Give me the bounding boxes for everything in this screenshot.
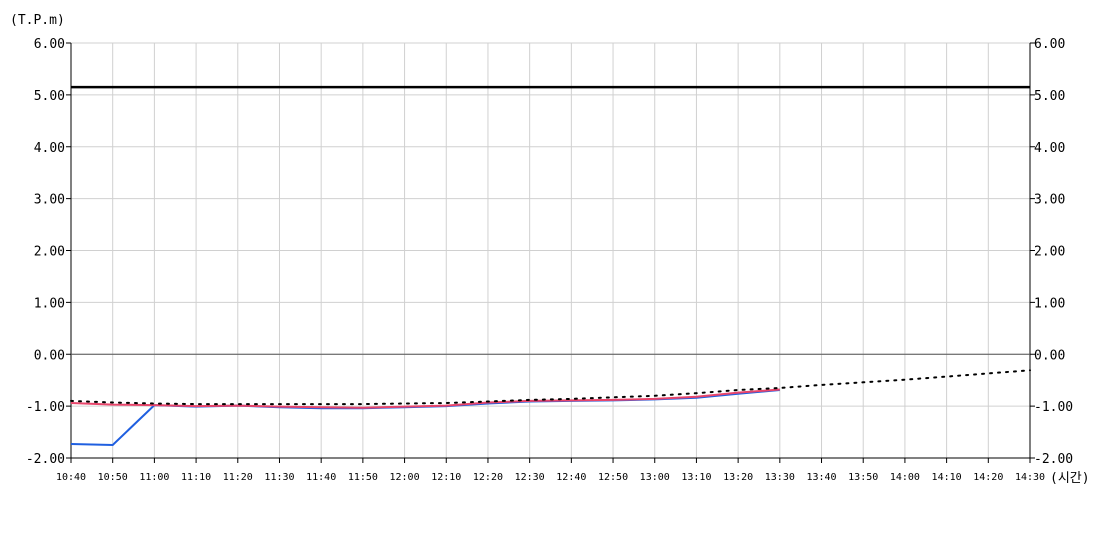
x-tick-label: 12:50 (598, 472, 628, 483)
y-tick-label-left: 0.00 (34, 348, 65, 363)
x-tick-label: 11:30 (264, 472, 294, 483)
x-tick-label: 12:40 (556, 472, 586, 483)
y-tick-label-left: -1.00 (26, 400, 65, 415)
x-tick-label: 13:10 (681, 472, 711, 483)
x-tick-label: 11:50 (348, 472, 378, 483)
grid-layer (70, 42, 1031, 459)
y-tick-label-left: 1.00 (34, 296, 65, 311)
y-tick-label-left: -2.00 (26, 452, 65, 467)
y-tick-label-right: 6.00 (1034, 37, 1065, 52)
y-tick-label-right: 4.00 (1034, 141, 1065, 156)
series-line-2 (70, 369, 1031, 406)
y-tick-label-right: 5.00 (1034, 89, 1065, 104)
y-unit-label: (T.P.m) (10, 13, 65, 28)
x-tick-label: 13:50 (848, 472, 878, 483)
x-tick-label: 14:10 (932, 472, 962, 483)
x-tick-label: 13:40 (806, 472, 836, 483)
y-tick-label-left: 6.00 (34, 37, 65, 52)
x-tick-label: 10:40 (56, 472, 86, 483)
y-tick-label-right: 2.00 (1034, 245, 1065, 260)
series-layer (70, 85, 1031, 447)
x-tick-label: 14:20 (973, 472, 1003, 483)
x-tick-label: 14:30 (1015, 472, 1045, 483)
x-tick-label: 12:10 (431, 472, 461, 483)
x-unit-label: (시간) (1050, 471, 1090, 486)
x-tick-label: 12:00 (390, 472, 420, 483)
y-tick-label-right: 0.00 (1034, 348, 1065, 363)
x-tick-label: 12:30 (515, 472, 545, 483)
x-tick-label: 10:50 (98, 472, 128, 483)
x-tick-label: 11:20 (223, 472, 253, 483)
y-tick-label-right: 3.00 (1034, 193, 1065, 208)
x-tick-label: 11:10 (181, 472, 211, 483)
axis-layer: 10:40 10:50 11:00 11:10 11:20 11:30 11:40 11:50… (26, 37, 1073, 483)
y-tick-label-left: 5.00 (34, 89, 65, 104)
y-tick-label-right: -1.00 (1034, 400, 1073, 415)
y-tick-label-left: 4.00 (34, 141, 65, 156)
x-tick-label: 13:30 (765, 472, 795, 483)
y-tick-label-left: 2.00 (34, 245, 65, 260)
x-tick-label: 11:40 (306, 472, 336, 483)
y-tick-label-right: 1.00 (1034, 296, 1065, 311)
x-tick-label: 13:20 (723, 472, 753, 483)
x-tick-label: 14:00 (890, 472, 920, 483)
x-tick-label: 12:20 (473, 472, 503, 483)
y-tick-label-right: -2.00 (1034, 452, 1073, 467)
x-tick-label: 11:00 (139, 472, 169, 483)
y-tick-label-left: 3.00 (34, 193, 65, 208)
series-line-1 (70, 388, 780, 409)
x-tick-label: 13:00 (640, 472, 670, 483)
